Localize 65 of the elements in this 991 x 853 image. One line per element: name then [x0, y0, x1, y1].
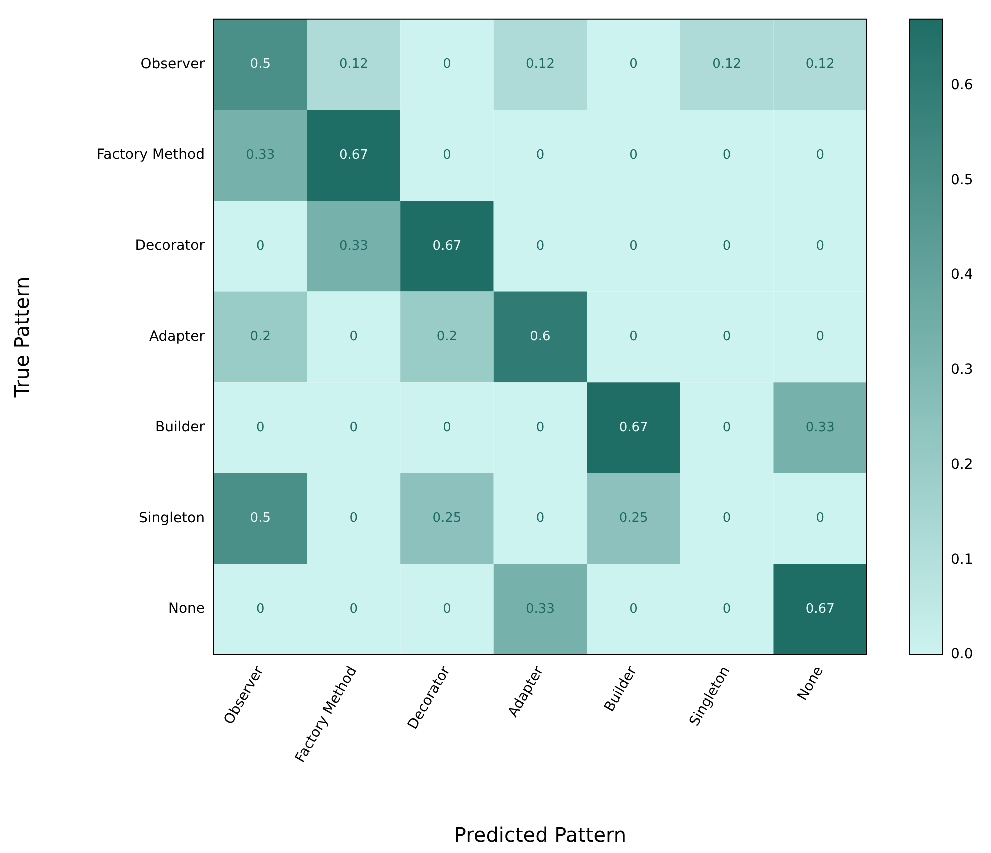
data-label: 0.33: [526, 602, 555, 617]
data-label: 0: [256, 238, 265, 254]
y-tick-label: None: [168, 601, 205, 618]
data-label: 0.12: [339, 57, 368, 72]
data-label: 0: [350, 420, 358, 436]
data-label: 0.5: [250, 57, 271, 72]
data-label: 0: [816, 148, 824, 163]
data-label: 0: [630, 602, 638, 617]
data-label: 0: [722, 420, 732, 436]
data-label: 0: [256, 602, 265, 617]
data-label: 0.25: [432, 511, 462, 526]
data-label: 0.6: [530, 330, 551, 345]
x-axis-title: Predicted Pattern: [454, 823, 627, 848]
data-label: 0: [816, 330, 824, 345]
data-label: 0: [722, 602, 732, 617]
data-label: 0.67: [432, 238, 462, 254]
color-bar-label: 0.3: [951, 362, 974, 378]
data-label: 0.67: [619, 420, 648, 436]
color-bar-label: 0.4: [951, 267, 974, 284]
data-label: 0.67: [806, 602, 835, 617]
y-tick-label: Adapter: [149, 328, 206, 345]
data-label: 0: [443, 148, 452, 163]
color-bar-label: 0.2: [951, 456, 974, 473]
y-tick-label: Decorator: [135, 238, 206, 254]
data-label: 0.33: [246, 148, 276, 163]
data-label: 0: [630, 238, 638, 254]
data-label: 0: [350, 511, 358, 526]
data-label: 0: [816, 238, 824, 254]
data-label: 0.2: [436, 330, 458, 345]
data-label: 0.12: [806, 57, 835, 72]
data-label: 0: [536, 420, 545, 436]
data-label: 0: [536, 148, 545, 163]
data-label: 0: [256, 420, 265, 436]
color-bar-label: 0.6: [951, 77, 974, 94]
data-label: 0: [722, 148, 732, 163]
data-label: 0.12: [526, 57, 555, 72]
data-label: 0: [350, 330, 358, 345]
data-label: 0.33: [339, 238, 368, 254]
data-label: 0: [443, 602, 452, 617]
data-label: 0: [536, 238, 545, 254]
data-label: 0: [350, 602, 358, 617]
y-tick-label: Factory Method: [96, 147, 205, 164]
data-label: 0.2: [250, 330, 271, 345]
data-label: 0: [443, 420, 452, 436]
data-label: 0.25: [619, 511, 648, 526]
y-tick-label: Singleton: [139, 510, 205, 526]
data-label: 0: [816, 511, 824, 526]
data-label: 0: [630, 57, 638, 72]
data-label: 0: [630, 330, 638, 345]
data-label: 0: [722, 238, 732, 254]
data-label: 0.67: [339, 148, 368, 163]
data-label: 0: [443, 57, 452, 72]
data-label: 0.33: [806, 420, 835, 436]
data-label: 0: [630, 148, 638, 163]
y-axis-title: True Pattern: [10, 276, 34, 399]
data-label: 0: [722, 330, 732, 345]
data-label: 0: [722, 511, 732, 526]
data-label: 0.12: [712, 57, 742, 72]
color-bar-label: 0.1: [951, 552, 974, 568]
color-bar-label: 0.5: [951, 172, 974, 188]
data-label: 0: [536, 511, 545, 526]
y-tick-label: Observer: [140, 56, 206, 72]
data-label: 0.5: [250, 511, 271, 526]
y-tick-label: Builder: [155, 420, 206, 436]
color-bar-label: 0.0: [951, 646, 974, 663]
